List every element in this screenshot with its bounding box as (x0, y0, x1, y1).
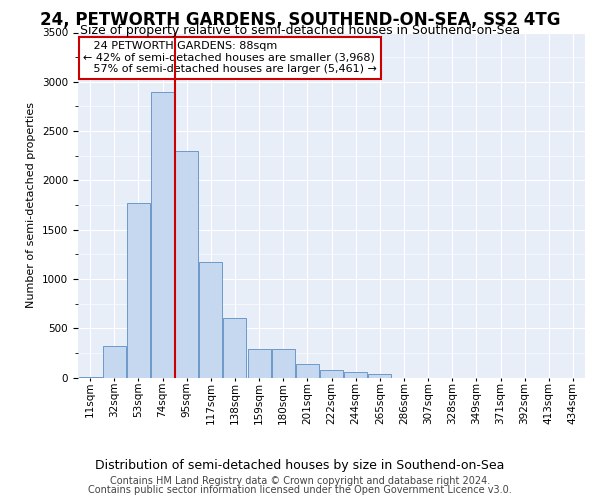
Bar (272, 349, 295, 378)
Bar (223, 318, 247, 378)
Bar (103, 346, 125, 378)
Bar (368, 374, 391, 378)
Bar (127, 202, 150, 378)
Text: Size of property relative to semi-detached houses in Southend-on-Sea: Size of property relative to semi-detach… (80, 24, 520, 37)
Text: 24, PETWORTH GARDENS, SOUTHEND-ON-SEA, SS2 4TG: 24, PETWORTH GARDENS, SOUTHEND-ON-SEA, S… (40, 11, 560, 29)
Bar (79, 376, 101, 378)
Bar (296, 364, 319, 378)
Bar (320, 370, 343, 378)
Text: Contains HM Land Registry data © Crown copyright and database right 2024.: Contains HM Land Registry data © Crown c… (110, 476, 490, 486)
Bar (151, 92, 174, 378)
Bar (248, 349, 271, 378)
Bar (344, 372, 367, 378)
Bar (175, 151, 198, 378)
Text: Contains public sector information licensed under the Open Government Licence v3: Contains public sector information licen… (88, 485, 512, 495)
Y-axis label: Number of semi-detached properties: Number of semi-detached properties (26, 102, 37, 308)
Text: 24 PETWORTH GARDENS: 88sqm
← 42% of semi-detached houses are smaller (3,968)
   : 24 PETWORTH GARDENS: 88sqm ← 42% of semi… (83, 41, 377, 74)
Text: Distribution of semi-detached houses by size in Southend-on-Sea: Distribution of semi-detached houses by … (95, 460, 505, 472)
Bar (199, 262, 222, 378)
